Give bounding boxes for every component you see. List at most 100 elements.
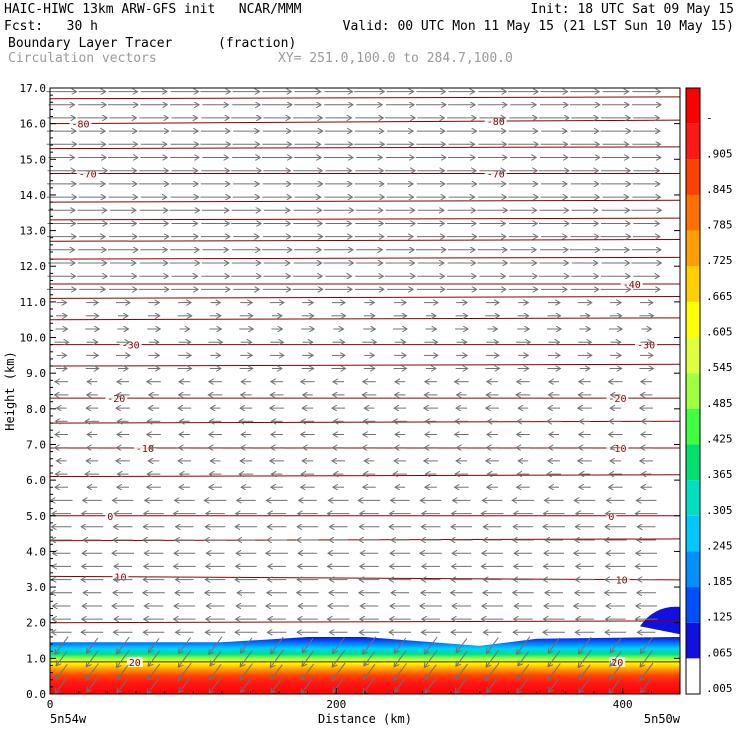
wind-vector xyxy=(456,650,468,666)
colorbar-frame xyxy=(685,87,701,695)
temperature-contour xyxy=(49,256,681,260)
contour-label: 10 xyxy=(616,576,628,587)
wind-vector xyxy=(210,663,222,679)
wind-vector xyxy=(272,664,283,679)
wind-vector xyxy=(271,636,284,654)
wind-vector xyxy=(301,675,315,694)
wind-vector xyxy=(56,651,68,666)
wind-vector xyxy=(302,663,315,680)
colorbar-label: .305 xyxy=(706,504,733,517)
wind-vector xyxy=(118,664,129,679)
wind-vector xyxy=(641,677,653,693)
wind-vector xyxy=(610,637,622,652)
contour-label: -70 xyxy=(487,170,505,181)
wind-vector xyxy=(518,651,529,666)
contour-label: 0 xyxy=(107,512,113,523)
wind-vector xyxy=(579,664,591,679)
wind-vector xyxy=(578,649,592,668)
wind-vector xyxy=(117,676,130,693)
wind-vector xyxy=(55,636,69,655)
colorbar-segment xyxy=(686,301,700,338)
wind-vector xyxy=(87,677,98,692)
wind-vector xyxy=(548,637,561,653)
colorbar-label: .905 xyxy=(706,147,733,160)
contour-label: -20 xyxy=(107,394,125,405)
tracer-shading xyxy=(50,637,680,694)
contour-label: -30 xyxy=(637,341,655,352)
colorbar-label: .845 xyxy=(706,183,733,196)
colorbar-label: .365 xyxy=(706,468,733,481)
wind-vector xyxy=(271,676,284,693)
wind-vector xyxy=(56,663,68,679)
wind-vector xyxy=(364,651,376,666)
contour-label-bg xyxy=(133,443,156,454)
wind-vector xyxy=(148,637,160,652)
x-endpoint-left: 5n54w xyxy=(50,712,87,726)
wind-vector xyxy=(332,662,346,681)
wind-vector xyxy=(302,637,314,652)
wind-vector xyxy=(549,677,560,692)
valid-time: Valid: 00 UTC Mon 11 May 15 (21 LST Sun … xyxy=(342,19,734,34)
colorbar-label: .125 xyxy=(706,611,733,624)
wind-vector xyxy=(487,677,499,693)
contour-label: -40 xyxy=(623,280,641,291)
y-tick-label: 16.0 xyxy=(20,118,47,131)
colorbar-segment xyxy=(686,587,700,623)
field-name: Boundary Layer Tracer xyxy=(8,36,173,51)
overlay-name: Circulation vectors xyxy=(8,51,157,66)
y-tick-label: 15.0 xyxy=(20,153,47,166)
contour-label-bg xyxy=(105,510,116,521)
temperature-contour xyxy=(49,317,681,321)
contour-label: 10 xyxy=(114,573,126,584)
contour-label: -10 xyxy=(136,444,154,455)
wind-vector xyxy=(548,663,561,681)
init-time: Init: 18 UTC Sat 09 May 15 xyxy=(530,2,735,17)
y-tick-label: 4.0 xyxy=(26,545,46,558)
wind-vector xyxy=(147,675,161,694)
y-tick-label: 11.0 xyxy=(20,296,47,309)
contour-label-bg xyxy=(76,168,99,179)
colorbar-label: - xyxy=(706,112,713,125)
wind-vector xyxy=(610,650,622,666)
wind-vector xyxy=(209,676,223,694)
wind-vector xyxy=(178,662,192,681)
y-tick-label: 17.0 xyxy=(20,82,47,95)
wind-vector xyxy=(87,637,99,653)
temperature-contour xyxy=(49,199,681,203)
wind-vector xyxy=(640,637,653,654)
x-tick-label: 0 xyxy=(47,698,54,711)
wind-vector xyxy=(456,663,469,680)
wind-vector xyxy=(394,663,407,681)
wind-vector xyxy=(394,637,407,653)
y-axis-title: Height (km) xyxy=(3,351,17,430)
contour-label: 0 xyxy=(608,512,614,523)
contour-label-bg xyxy=(606,510,617,521)
y-tick-label: 12.0 xyxy=(20,260,47,273)
colorbar-label: .245 xyxy=(706,539,733,552)
contour-label-bg xyxy=(126,656,143,667)
contour-label-bg xyxy=(606,393,629,404)
wind-vector xyxy=(364,663,376,679)
colorbar-segment xyxy=(686,337,700,374)
contour-label-bg xyxy=(112,571,129,582)
colorbar-label: .785 xyxy=(706,219,733,232)
y-tick-label: 10.0 xyxy=(20,332,47,345)
wind-vector xyxy=(241,637,253,653)
wind-vector xyxy=(548,650,561,667)
wind-vector xyxy=(209,636,223,655)
contour-label: 20 xyxy=(129,658,141,669)
wind-vector xyxy=(486,637,499,654)
wind-vector xyxy=(302,650,314,666)
wind-vector xyxy=(240,663,253,681)
colorbar-label: .425 xyxy=(706,432,733,445)
y-tick-label: 6.0 xyxy=(26,474,46,487)
y-tick-label: 1.0 xyxy=(26,652,46,665)
wind-vector xyxy=(394,650,407,667)
y-tick-label: 14.0 xyxy=(20,189,47,202)
contour-label: -80 xyxy=(71,120,89,131)
wind-vector xyxy=(179,637,192,654)
field-units: (fraction) xyxy=(218,36,297,51)
colorbar-label: .725 xyxy=(706,254,733,267)
wind-vector xyxy=(455,675,469,694)
